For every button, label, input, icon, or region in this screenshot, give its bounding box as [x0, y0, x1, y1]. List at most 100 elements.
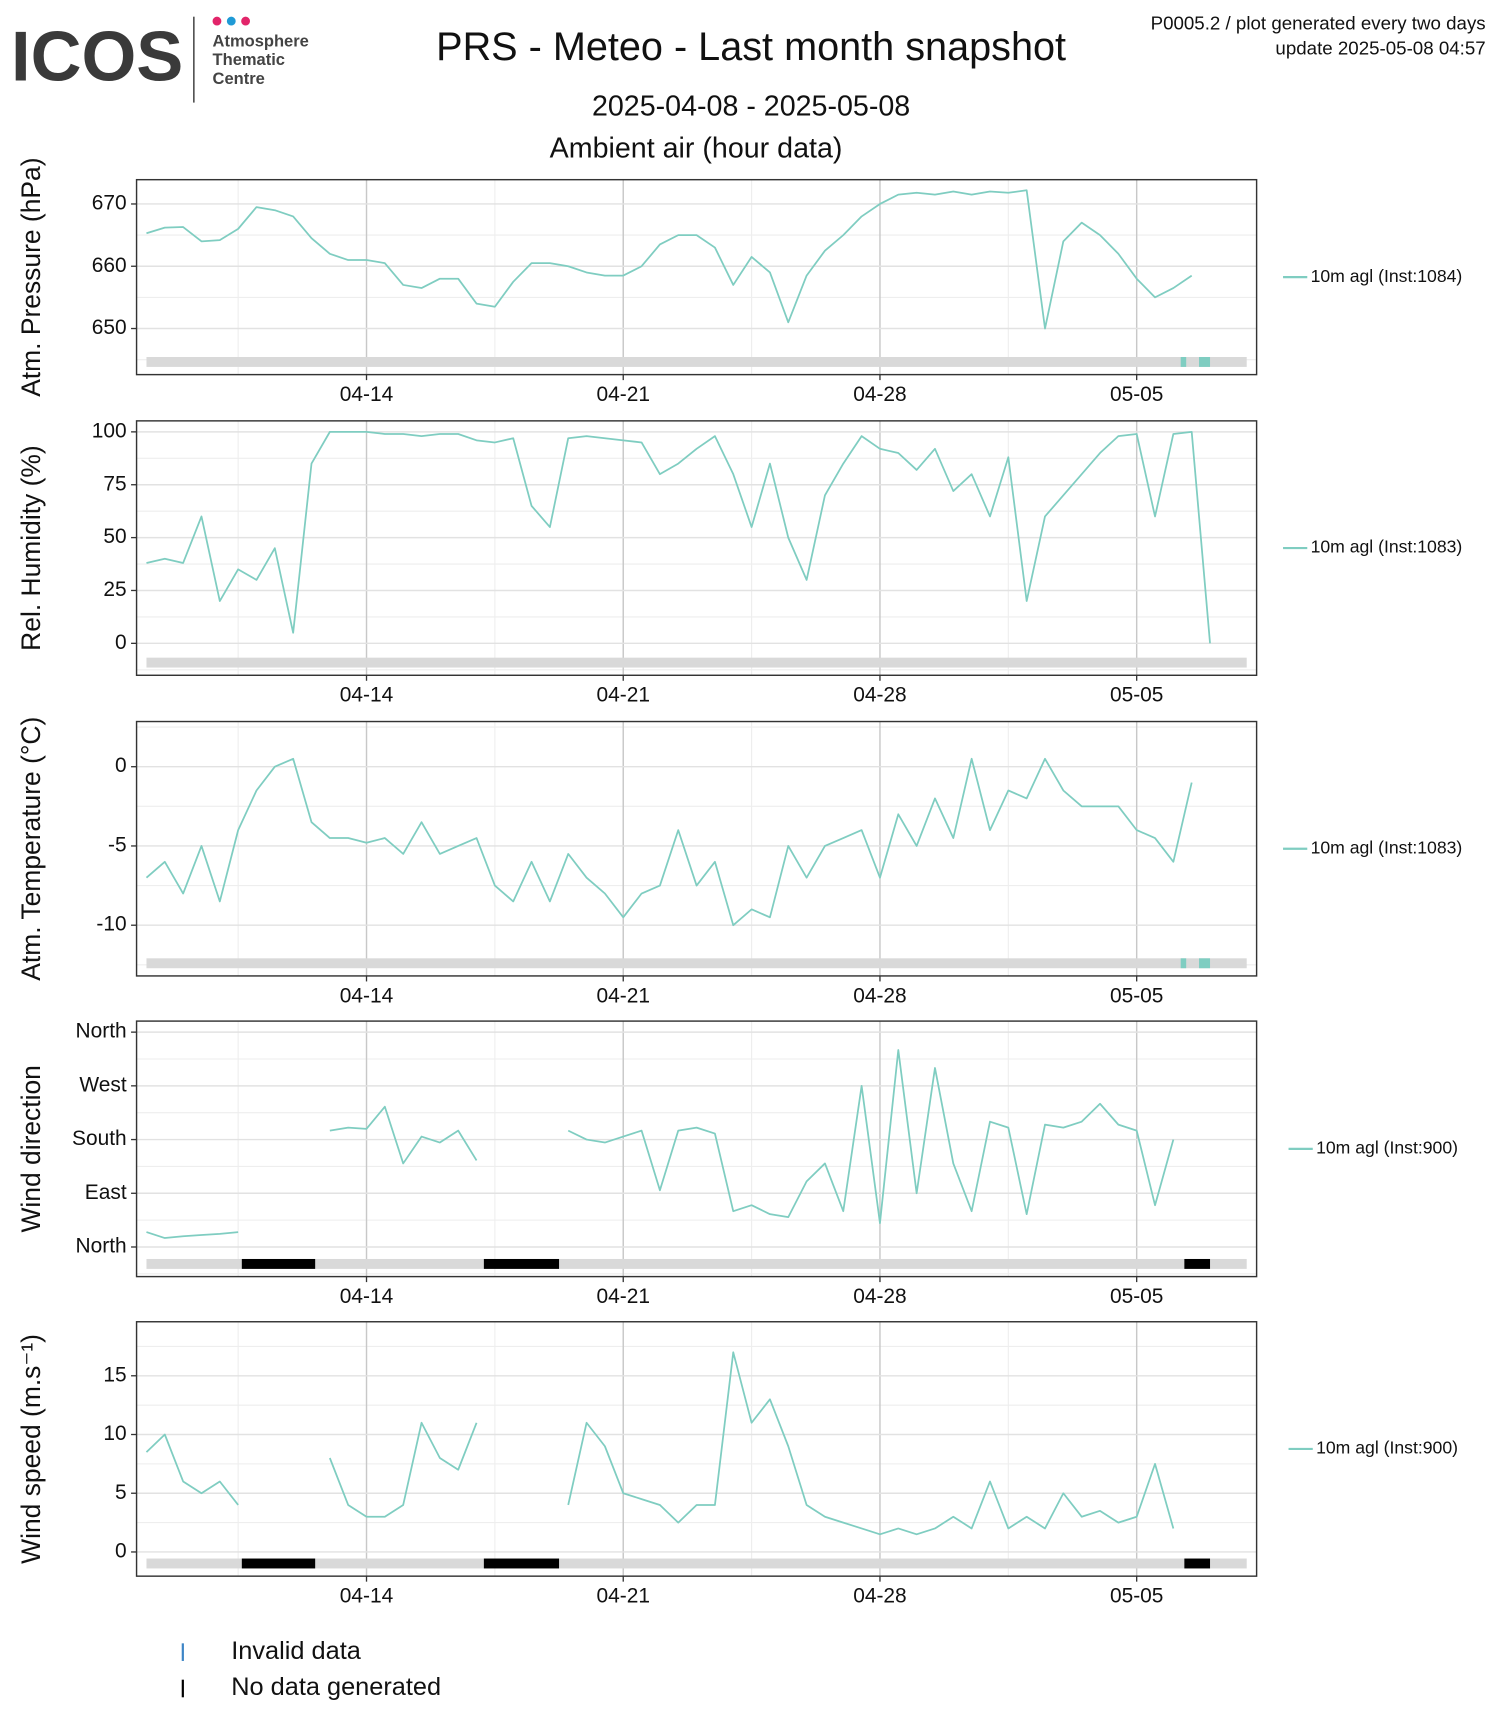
y-axis-label: Atm. Temperature (°C)	[16, 717, 46, 981]
y-tick-label: 670	[92, 192, 127, 215]
y-tick-label: 10	[103, 1422, 126, 1445]
logo-dot	[241, 16, 250, 26]
y-tick-label: 650	[92, 316, 127, 339]
logo-line: Atmosphere	[213, 32, 309, 50]
x-tick-label: 04-14	[340, 984, 394, 1007]
plot-border	[135, 720, 1258, 977]
x-tick-label: 05-05	[1110, 1285, 1163, 1308]
y-tick-label: East	[85, 1181, 127, 1204]
y-tick-label: West	[79, 1073, 126, 1096]
x-tick-label: 04-21	[596, 383, 649, 406]
no-data-block	[241, 1558, 316, 1569]
no-data-block	[483, 1558, 560, 1569]
plot-background	[136, 1021, 1257, 1277]
invalid-block	[1180, 958, 1187, 969]
status-bar	[146, 1258, 1247, 1269]
x-tick-label: 05-05	[1110, 383, 1163, 406]
x-tick-label: 04-21	[596, 1285, 649, 1308]
x-tick-label: 04-21	[596, 1585, 649, 1608]
invalid-block	[1180, 356, 1187, 367]
plot-background	[136, 1321, 1257, 1577]
no-data-block	[483, 1258, 560, 1269]
y-tick-label: North	[76, 1235, 127, 1258]
update: update 2025-05-08 04:57	[1275, 38, 1485, 59]
legend-label: 10m agl (Inst:1084)	[1311, 266, 1463, 286]
y-axis-label: Atm. Pressure (hPa)	[16, 157, 46, 396]
y-axis-label: Rel. Humidity (%)	[16, 445, 46, 651]
panel: 04-14 04-21 04-28 05-05 North East South West No…	[16, 1020, 1458, 1308]
y-tick-label: 0	[115, 1539, 127, 1562]
logo-line: Thematic	[213, 51, 285, 69]
status-bar	[146, 1558, 1247, 1569]
no-data-block	[1184, 1558, 1211, 1569]
plot-background	[136, 420, 1257, 676]
logo: ICOS	[11, 16, 183, 95]
x-tick-label: 04-28	[853, 684, 906, 707]
header: ICOS Atmosphere Thematic Centre PRS - Me…	[11, 12, 1486, 164]
x-tick-label: 04-14	[340, 1585, 394, 1608]
invalid-block	[1199, 356, 1211, 367]
y-tick-label: 50	[103, 525, 126, 548]
y-tick-label: 5	[115, 1481, 127, 1504]
y-tick-label: 0	[115, 631, 127, 654]
status-bar	[146, 657, 1247, 668]
title: PRS - Meteo - Last month snapshot	[436, 25, 1066, 69]
y-axis-label: Wind speed (m.s⁻¹)	[16, 1334, 46, 1564]
panel: 04-14 04-21 04-28 05-05 0 5 10 15 Wind speed (m.…	[16, 1321, 1458, 1608]
plot-background	[136, 179, 1257, 375]
y-tick-label: 0	[115, 754, 127, 777]
x-tick-label: 04-28	[853, 984, 906, 1007]
y-tick-label: 25	[103, 578, 126, 601]
x-tick-label: 04-21	[596, 684, 649, 707]
data-line	[145, 757, 1193, 927]
data-line	[146, 430, 1211, 644]
y-tick-label: -10	[96, 913, 126, 936]
x-tick-label: 04-14	[340, 1285, 394, 1308]
y-axis-label: Wind direction	[16, 1065, 46, 1232]
x-tick-label: 04-14	[340, 383, 394, 406]
legend-label: 10m agl (Inst:1083)	[1311, 537, 1463, 557]
panel: 04-14 04-21 04-28 05-05 650 660 670 Atm. Pressu…	[16, 157, 1462, 406]
panel: 04-14 04-21 04-28 05-05 -10 -5 0 Atm. Temperatu…	[16, 717, 1462, 1008]
data-line	[146, 1049, 1175, 1239]
status-legend-label: Invalid data	[231, 1637, 361, 1665]
subtitle: 2025-04-08 - 2025-05-08	[592, 91, 910, 123]
y-tick-label: North	[76, 1020, 127, 1043]
section-title: Ambient air (hour data)	[550, 133, 843, 165]
logo-dot	[212, 16, 222, 26]
data-line	[146, 189, 1193, 330]
y-tick-label: 100	[92, 419, 127, 442]
status-legend-label: No data generated	[231, 1673, 441, 1701]
y-tick-label: -5	[108, 833, 127, 856]
x-tick-label: 04-21	[596, 984, 649, 1007]
legend-label: 10m agl (Inst:900)	[1316, 1138, 1458, 1158]
x-tick-label: 05-05	[1110, 984, 1163, 1007]
status-bar	[146, 356, 1247, 367]
y-tick-label: South	[72, 1127, 127, 1150]
panel: 04-14 04-21 04-28 05-05 0 25 50 75 100 Rel. Humid…	[16, 419, 1462, 706]
plot-border	[135, 178, 1258, 376]
invalid-block	[1199, 958, 1211, 969]
x-tick-label: 05-05	[1110, 684, 1163, 707]
y-tick-label: 660	[92, 254, 127, 277]
logo-line: Centre	[213, 70, 265, 88]
plot-border	[135, 1020, 1258, 1278]
status-bar	[146, 958, 1247, 969]
note: P0005.2 / plot generated every two days	[1151, 12, 1486, 33]
x-tick-label: 04-28	[853, 383, 906, 406]
x-tick-label: 04-28	[853, 1585, 906, 1608]
plot-border	[135, 1321, 1258, 1577]
x-tick-label: 05-05	[1110, 1585, 1163, 1608]
no-data-block	[1184, 1258, 1211, 1269]
legend-label: 10m agl (Inst:1083)	[1311, 837, 1463, 857]
plot-background	[136, 721, 1257, 976]
data-line	[145, 1351, 1175, 1536]
x-tick-label: 04-28	[853, 1285, 906, 1308]
legend-label: 10m agl (Inst:900)	[1316, 1438, 1458, 1458]
y-tick-label: 75	[103, 472, 126, 495]
logo-dot	[226, 16, 236, 26]
x-tick-label: 04-14	[340, 684, 394, 707]
plot-border	[135, 420, 1258, 676]
